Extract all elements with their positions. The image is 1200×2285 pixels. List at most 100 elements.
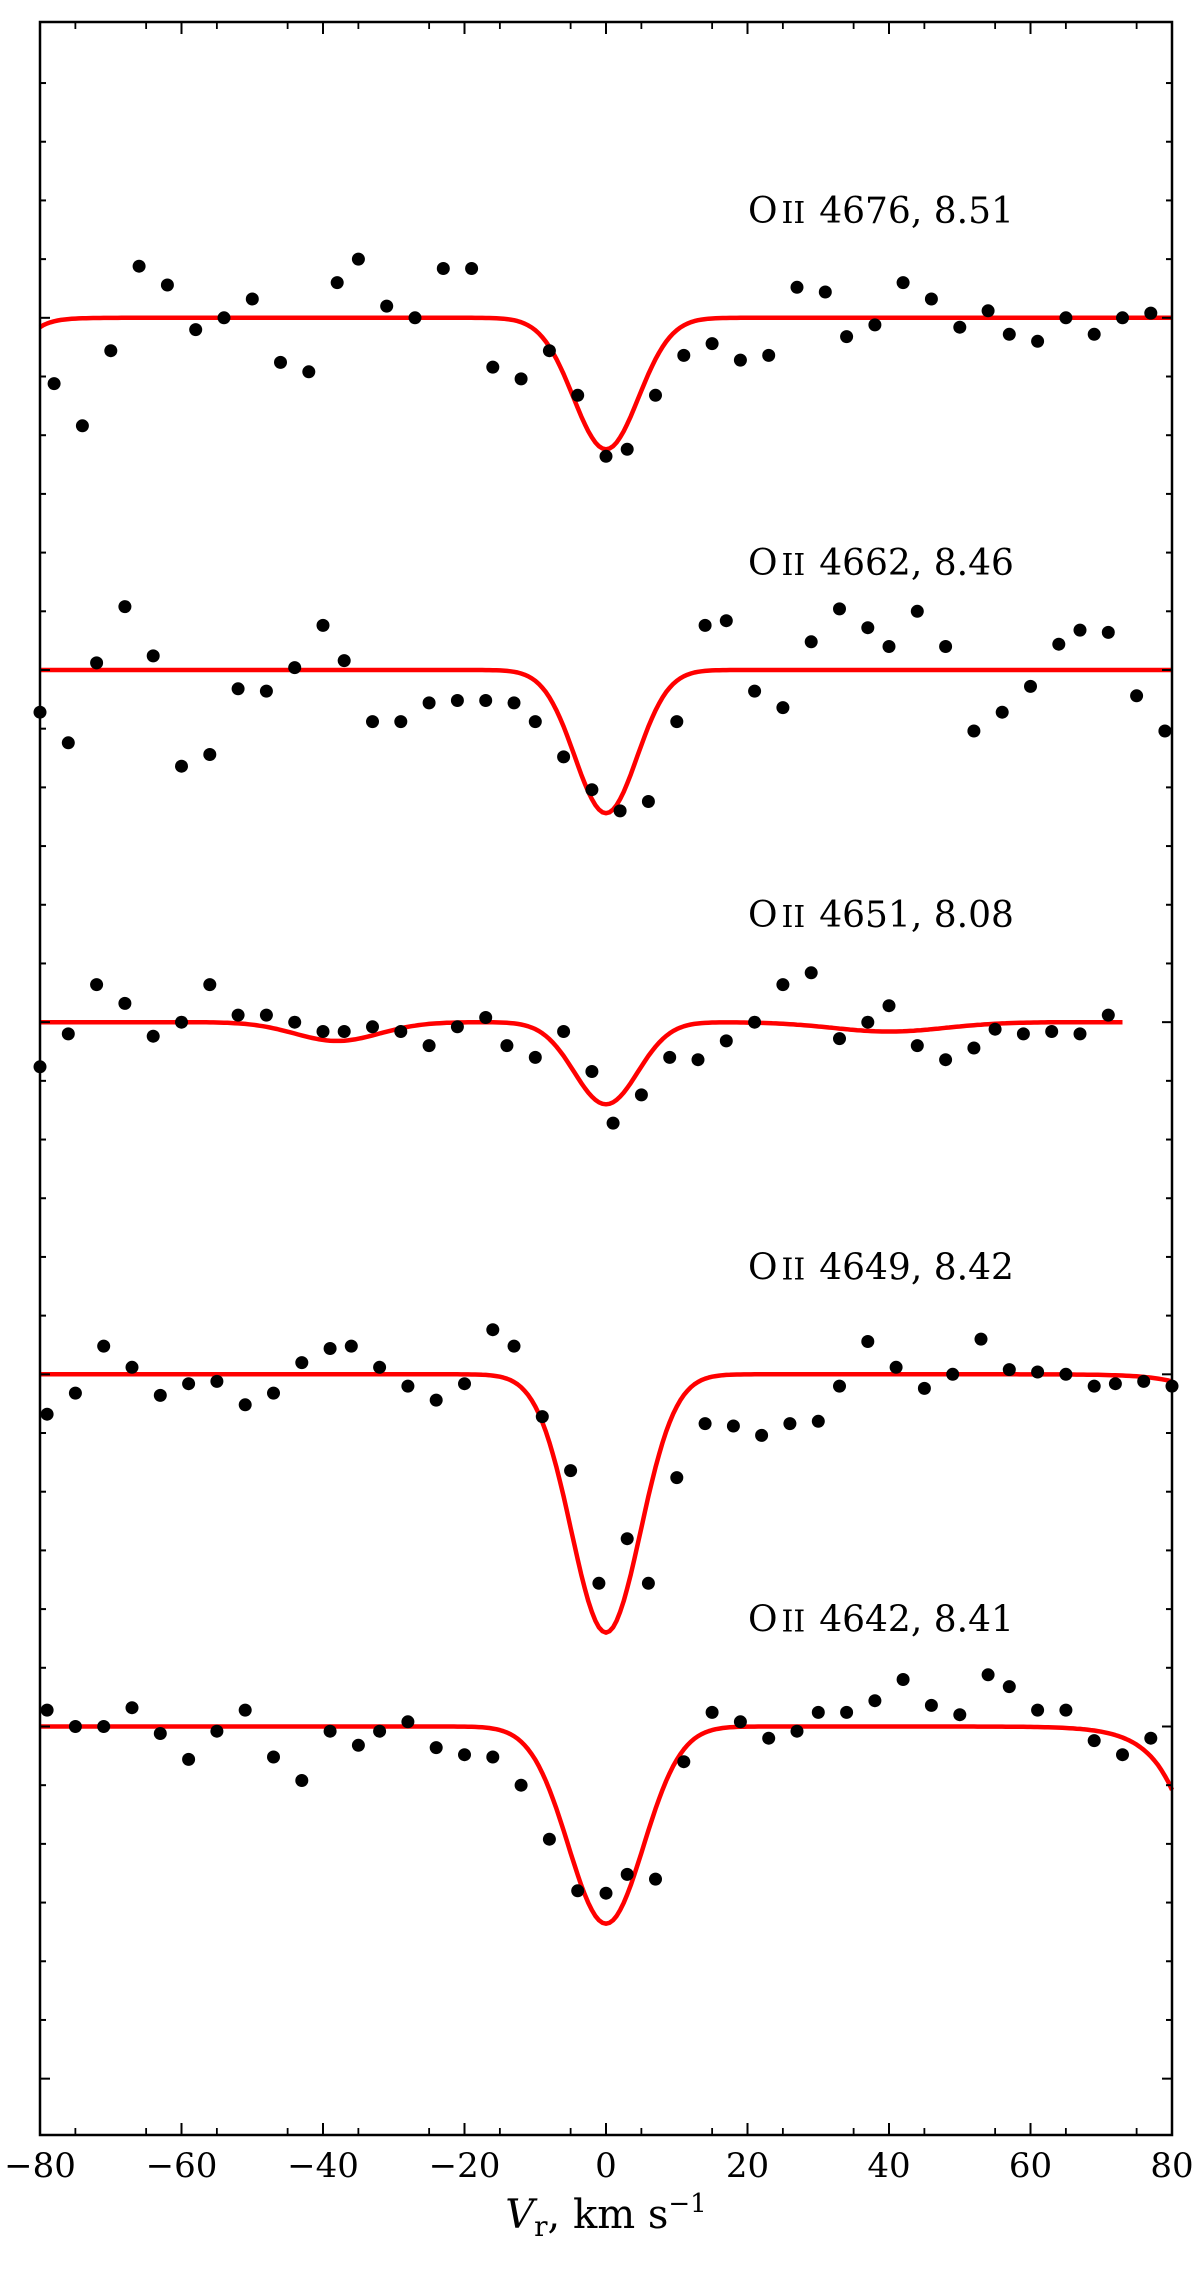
data-point <box>719 1034 733 1048</box>
data-point <box>698 618 712 632</box>
data-point <box>210 1724 224 1738</box>
series-label: O II 4662, 8.46 <box>748 543 1014 584</box>
model-profile-line <box>40 1724 1175 1926</box>
data-point <box>68 1386 82 1400</box>
data-point <box>833 602 846 616</box>
data-point <box>118 600 132 614</box>
data-point <box>90 656 104 670</box>
data-point <box>953 320 967 334</box>
data-point <box>1002 1363 1016 1377</box>
data-point <box>160 278 174 292</box>
data-point <box>783 1417 797 1431</box>
data-point <box>641 1576 655 1590</box>
data-point <box>182 1752 196 1766</box>
data-point <box>804 635 818 649</box>
data-point <box>868 318 882 332</box>
data-point <box>486 1750 500 1764</box>
data-point <box>458 1748 471 1762</box>
data-point <box>125 1701 139 1715</box>
data-point <box>1052 637 1066 651</box>
data-point <box>217 311 231 325</box>
data-point <box>97 1720 111 1733</box>
data-point <box>790 280 804 294</box>
data-point <box>535 1410 549 1424</box>
series-layer: O II 4676, 8.51 O II 4662, 8.46 O II 4651, 8.08 O… <box>33 191 1179 1926</box>
data-point <box>988 1022 1002 1036</box>
data-point <box>733 1715 747 1729</box>
data-point <box>231 1008 245 1022</box>
data-point <box>1059 1703 1073 1717</box>
data-point <box>981 1668 995 1682</box>
data-point <box>1116 311 1129 325</box>
data-point <box>861 621 875 635</box>
data-point <box>394 715 408 729</box>
data-point <box>337 654 351 668</box>
x-tick-label: 0 <box>595 2146 617 2186</box>
data-point <box>1031 334 1045 348</box>
data-point <box>450 694 464 707</box>
data-point <box>564 1464 578 1478</box>
data-point <box>189 323 203 337</box>
data-point <box>762 348 776 362</box>
data-point <box>776 701 790 715</box>
data-point <box>557 1025 571 1038</box>
data-point <box>450 1020 464 1034</box>
data-point <box>974 1332 988 1346</box>
data-point <box>267 1386 280 1400</box>
data-point <box>323 1724 337 1738</box>
data-point <box>182 1377 196 1391</box>
data-point <box>302 365 316 379</box>
data-point <box>613 804 627 818</box>
data-point <box>1031 1365 1045 1379</box>
data-point <box>394 1025 408 1038</box>
x-axis-title: Vr, km s−1 <box>505 2189 706 2243</box>
data-point <box>231 682 245 696</box>
data-point <box>401 1379 415 1393</box>
data-point <box>380 299 394 313</box>
series-3: O II 4649, 8.42 <box>40 1247 1179 1635</box>
data-point <box>429 1741 443 1755</box>
data-point <box>1059 311 1073 325</box>
data-point <box>528 715 542 729</box>
data-point <box>861 1015 875 1029</box>
data-point <box>882 640 896 653</box>
data-point <box>203 748 217 761</box>
x-tick-label: 80 <box>1150 2146 1193 2186</box>
data-point <box>274 355 287 369</box>
data-point <box>238 1398 252 1412</box>
data-point <box>40 1703 54 1717</box>
data-point <box>868 1694 882 1708</box>
data-point <box>104 344 118 358</box>
data-point <box>677 348 691 362</box>
data-point <box>939 1053 953 1067</box>
data-point <box>670 715 684 729</box>
data-point <box>910 604 924 618</box>
data-point <box>267 1750 280 1764</box>
data-point <box>337 1025 351 1038</box>
data-point <box>917 1381 931 1395</box>
x-tick-label: −80 <box>4 2146 76 2186</box>
data-point <box>1130 689 1144 703</box>
data-point <box>811 1705 825 1719</box>
data-point <box>585 783 599 797</box>
data-point <box>500 1039 514 1053</box>
data-point <box>1144 1731 1158 1745</box>
data-point <box>776 978 790 992</box>
data-point <box>670 1471 684 1485</box>
data-point <box>599 449 613 463</box>
data-point <box>47 377 61 391</box>
data-point <box>995 705 1009 719</box>
data-point <box>514 372 528 386</box>
data-point <box>790 1724 804 1738</box>
data-point <box>153 1727 167 1740</box>
data-point <box>153 1388 167 1402</box>
x-tick-label: −60 <box>146 2146 218 2186</box>
data-point <box>330 276 344 290</box>
data-point <box>634 1088 648 1102</box>
data-point <box>1073 623 1087 637</box>
data-point <box>1002 1680 1016 1694</box>
data-point <box>592 1576 606 1590</box>
data-point <box>1002 327 1016 341</box>
